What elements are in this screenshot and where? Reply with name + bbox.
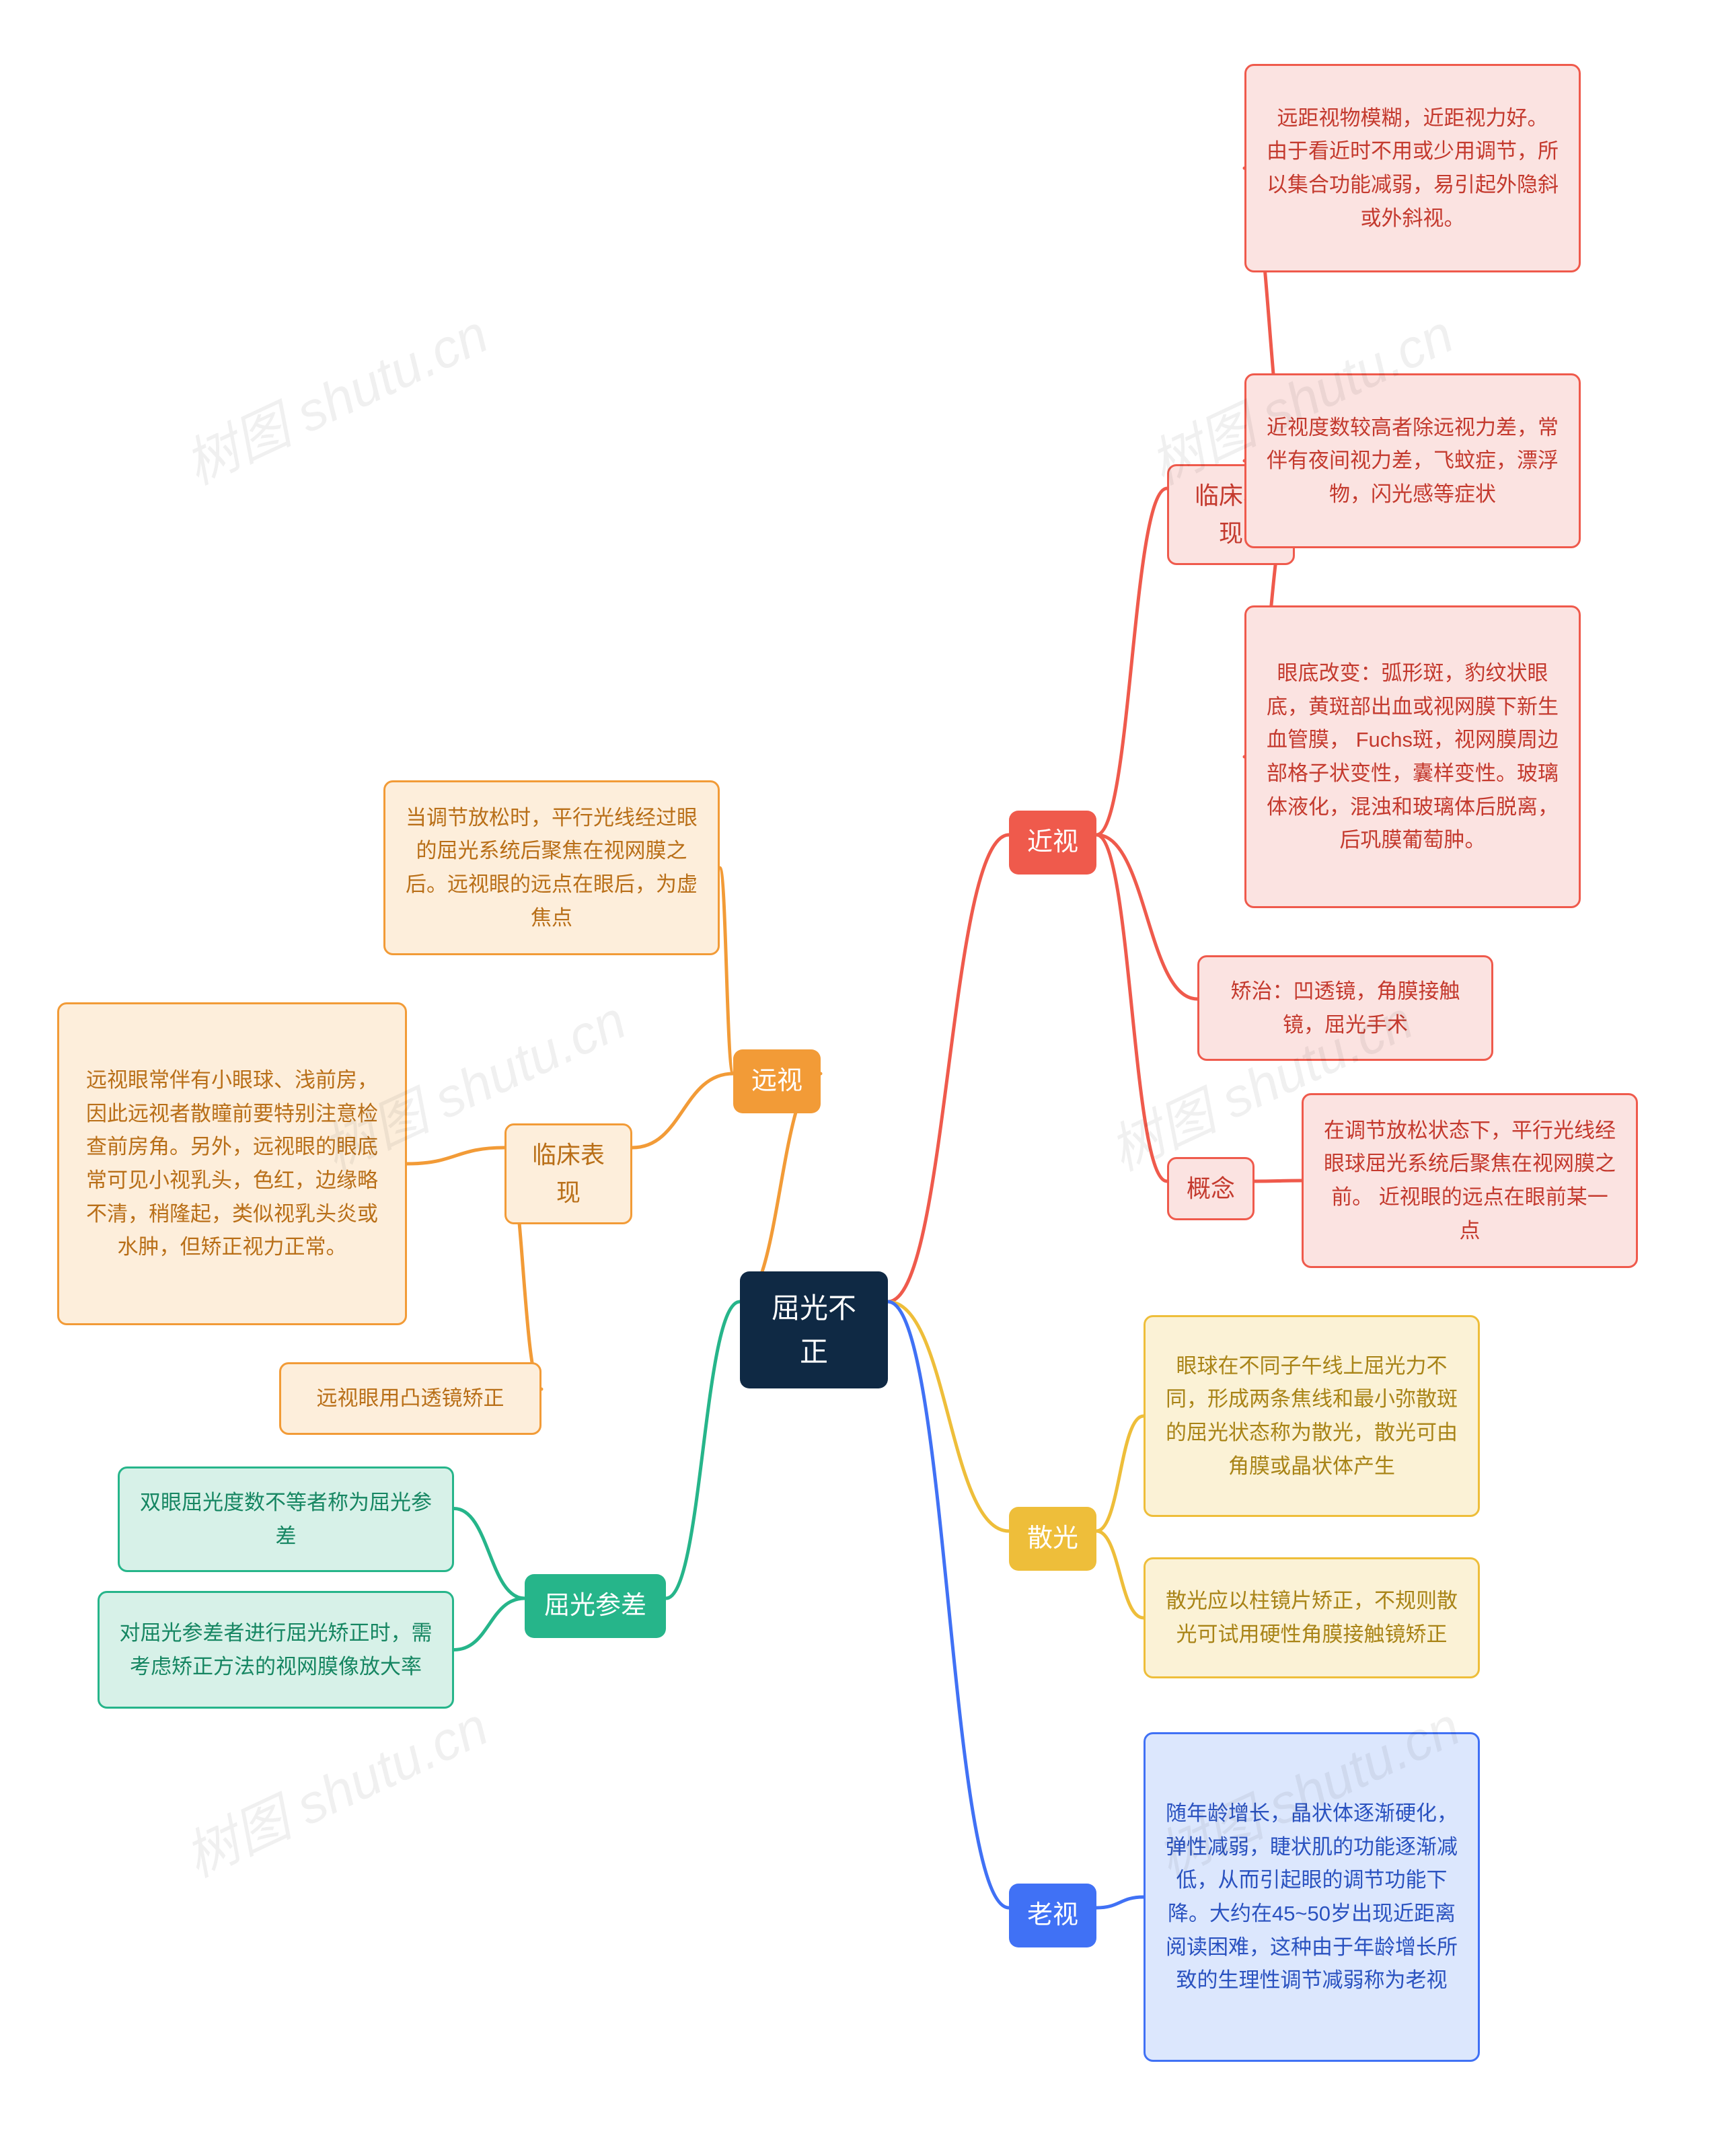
- leaf-sg-2: 散光应以柱镜片矫正，不规则散光可试用硬性角膜接触镜矫正: [1144, 1557, 1480, 1678]
- leaf-yuanshi-linchuang-1: 远视眼常伴有小眼球、浅前房，因此远视者散瞳前要特别注意检查前房角。另外，远视眼的…: [57, 1002, 407, 1325]
- sub-jinshi-gainian: 概念: [1167, 1157, 1255, 1220]
- leaf-qgcc-2: 对屈光参差者进行屈光矫正时，需考虑矫正方法的视网膜像放大率: [98, 1591, 454, 1709]
- branch-sanguang: 散光: [1009, 1507, 1096, 1571]
- sub-yuanshi-linchuang: 临床表现: [504, 1123, 632, 1224]
- leaf-jinshi-lc-3: 眼底改变：弧形斑，豹纹状眼底，黄斑部出血或视网膜下新生血管膜， Fuchs斑，视…: [1244, 605, 1581, 908]
- branch-laoshi: 老视: [1009, 1884, 1096, 1947]
- leaf-qgcc-1: 双眼屈光度数不等者称为屈光参差: [118, 1466, 454, 1572]
- leaf-sg-1: 眼球在不同子午线上屈光力不同，形成两条焦线和最小弥散斑的屈光状态称为散光，散光可…: [1144, 1315, 1480, 1517]
- branch-quguangcancha: 屈光参差: [525, 1574, 666, 1638]
- root-node: 屈光不正: [740, 1271, 888, 1388]
- watermark: 树图 shutu.cn: [170, 291, 498, 500]
- branch-yuanshi: 远视: [733, 1049, 821, 1113]
- leaf-jinshi-jiaozhi: 矫治：凹透镜，角膜接触镜，屈光手术: [1197, 955, 1493, 1061]
- leaf-ls-1: 随年龄增长，晶状体逐渐硬化，弹性减弱，睫状肌的功能逐渐减低，从而引起眼的调节功能…: [1144, 1732, 1480, 2062]
- leaf-yuanshi-top: 当调节放松时，平行光线经过眼的屈光系统后聚焦在视网膜之后。远视眼的远点在眼后，为…: [383, 780, 720, 955]
- branch-jinshi: 近视: [1009, 811, 1096, 875]
- leaf-yuanshi-linchuang-2: 远视眼用凸透镜矫正: [279, 1362, 541, 1435]
- leaf-jinshi-gn-1: 在调节放松状态下，平行光线经眼球屈光系统后聚焦在视网膜之前。 近视眼的远点在眼前…: [1302, 1093, 1638, 1268]
- leaf-jinshi-lc-1: 远距视物模糊，近距视力好。 由于看近时不用或少用调节，所以集合功能减弱，易引起外…: [1244, 64, 1581, 272]
- leaf-jinshi-lc-2: 近视度数较高者除远视力差，常伴有夜间视力差，飞蚊症，漂浮物，闪光感等症状: [1244, 373, 1581, 548]
- watermark: 树图 shutu.cn: [170, 1684, 498, 1892]
